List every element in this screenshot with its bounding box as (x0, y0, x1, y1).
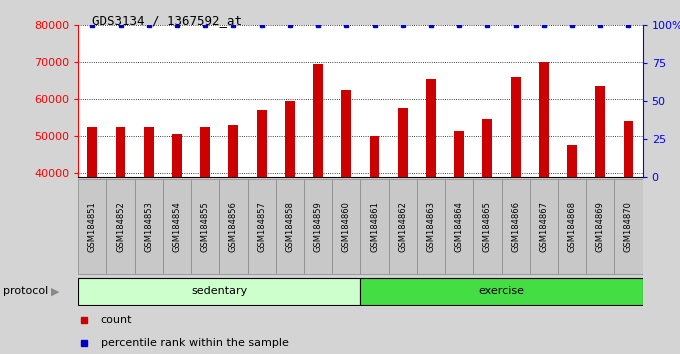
Bar (595, 86, 605, 177)
Text: GSM184870: GSM184870 (624, 201, 633, 252)
Bar (332, 179, 360, 274)
Text: GSM184852: GSM184852 (116, 201, 125, 252)
Text: protocol: protocol (3, 286, 49, 296)
Bar (78, 179, 106, 274)
Bar (539, 62, 549, 177)
Text: GSM184853: GSM184853 (144, 201, 153, 252)
Bar (135, 179, 163, 274)
Text: ▶: ▶ (51, 286, 60, 296)
Bar (172, 134, 182, 177)
Bar (360, 278, 643, 305)
Text: GSM184858: GSM184858 (286, 201, 294, 252)
Bar (276, 179, 304, 274)
Bar (106, 179, 135, 274)
Text: GSM184851: GSM184851 (88, 201, 97, 252)
Bar (248, 179, 276, 274)
Bar (200, 127, 210, 177)
Text: sedentary: sedentary (191, 286, 248, 296)
Bar (482, 119, 492, 177)
Text: GDS3134 / 1367592_at: GDS3134 / 1367592_at (92, 14, 242, 27)
Text: GSM184864: GSM184864 (455, 201, 464, 252)
Bar (567, 145, 577, 177)
Bar (116, 127, 126, 177)
Bar (511, 77, 521, 177)
Bar (398, 108, 408, 177)
Bar (624, 121, 634, 177)
Bar (304, 179, 332, 274)
Text: GSM184865: GSM184865 (483, 201, 492, 252)
Text: count: count (101, 315, 133, 325)
Bar (78, 278, 360, 305)
Bar (454, 131, 464, 177)
Text: GSM184861: GSM184861 (370, 201, 379, 252)
Bar (163, 179, 191, 274)
Bar (219, 179, 248, 274)
Text: GSM184856: GSM184856 (229, 201, 238, 252)
Text: GSM184867: GSM184867 (539, 201, 548, 252)
Text: GSM184866: GSM184866 (511, 201, 520, 252)
Bar (530, 179, 558, 274)
Text: GSM184869: GSM184869 (596, 201, 605, 252)
Bar (256, 110, 267, 177)
Bar (369, 136, 379, 177)
Text: percentile rank within the sample: percentile rank within the sample (101, 338, 288, 348)
Text: GSM184860: GSM184860 (342, 201, 351, 252)
Bar (417, 179, 445, 274)
Bar (341, 90, 352, 177)
Text: GSM184868: GSM184868 (568, 201, 577, 252)
Bar (614, 179, 643, 274)
Bar (228, 125, 239, 177)
Text: GSM184855: GSM184855 (201, 201, 209, 252)
Bar (285, 101, 295, 177)
Bar (389, 179, 417, 274)
Bar (313, 64, 323, 177)
Bar (473, 179, 502, 274)
Text: GSM184859: GSM184859 (313, 201, 322, 252)
Text: GSM184854: GSM184854 (173, 201, 182, 252)
Bar (586, 179, 615, 274)
Bar (558, 179, 586, 274)
Bar (87, 127, 97, 177)
Text: exercise: exercise (479, 286, 524, 296)
Bar (143, 127, 154, 177)
Text: GSM184857: GSM184857 (257, 201, 266, 252)
Bar (360, 179, 389, 274)
Bar (445, 179, 473, 274)
Text: GSM184863: GSM184863 (426, 201, 435, 252)
Bar (426, 79, 436, 177)
Bar (191, 179, 219, 274)
Bar (502, 179, 530, 274)
Text: GSM184862: GSM184862 (398, 201, 407, 252)
